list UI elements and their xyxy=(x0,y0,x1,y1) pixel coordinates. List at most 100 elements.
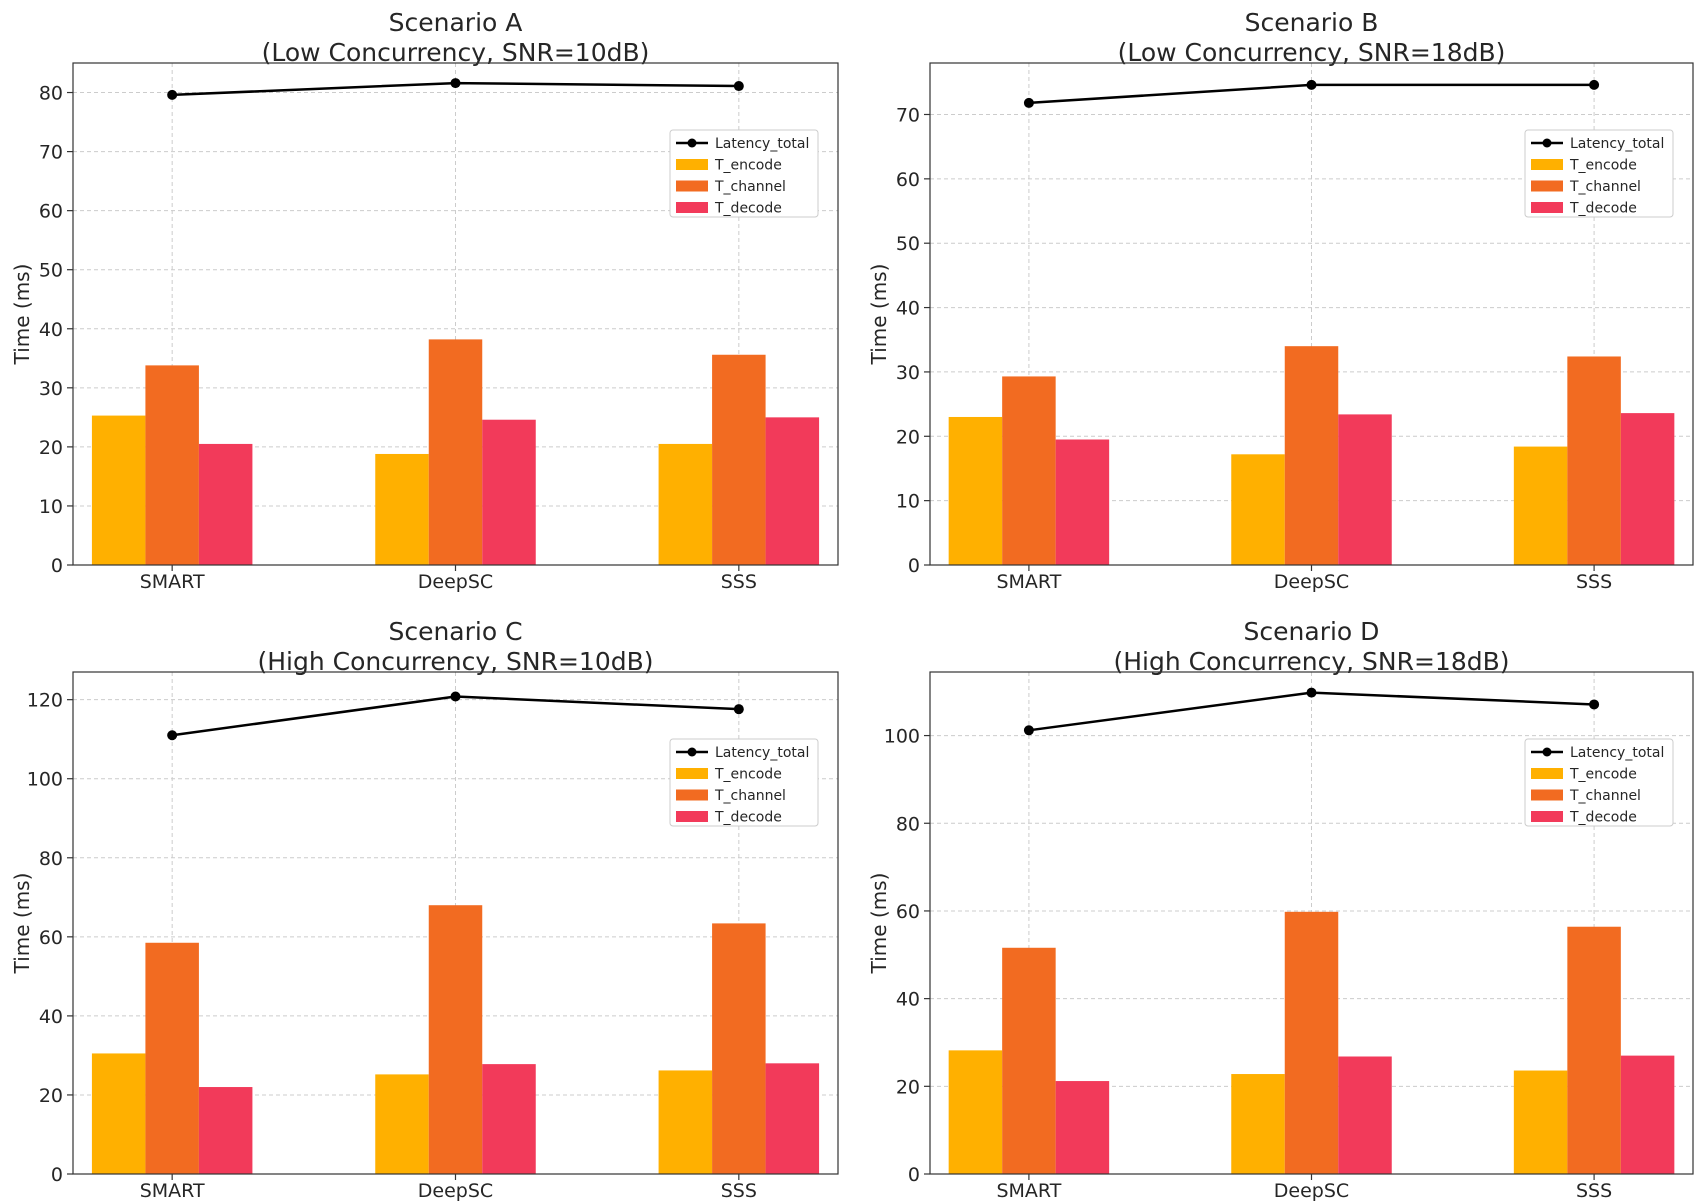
legend-label: T_channel xyxy=(1569,179,1641,195)
point-latency-total-deepsc xyxy=(450,691,461,702)
y-tick-label: 40 xyxy=(896,298,920,320)
x-tick-label: SSS xyxy=(721,571,757,593)
bar-t-decode-smart xyxy=(198,443,253,565)
legend-swatch-t-channel xyxy=(1531,789,1563,801)
bar-t-decode-sss xyxy=(1620,413,1675,565)
point-latency-total-deepsc xyxy=(450,78,461,89)
bar-t-decode-deepsc xyxy=(1338,414,1392,565)
legend-frame xyxy=(669,129,819,218)
legend-label: T_encode xyxy=(714,767,782,783)
bar-t-encode-smart xyxy=(91,415,146,565)
bar-t-decode-deepsc xyxy=(1338,1056,1392,1174)
point-latency-total-smart xyxy=(167,89,178,100)
x-tick-label: SSS xyxy=(1576,1180,1612,1201)
y-tick-label: 70 xyxy=(39,142,63,164)
y-tick-label: 30 xyxy=(896,362,920,384)
y-tick-label: 40 xyxy=(39,1006,63,1028)
legend-label: T_channel xyxy=(714,179,786,195)
chart-subtitle: (High Concurrency, SNR=10dB) xyxy=(257,647,653,676)
x-tick-label: SSS xyxy=(1576,571,1612,593)
bar-t-decode-sss xyxy=(765,417,820,565)
y-tick-label: 50 xyxy=(39,260,63,282)
legend-label: T_decode xyxy=(714,810,782,826)
y-tick-label: 100 xyxy=(884,726,920,748)
legend-marker-latency-total xyxy=(1542,747,1552,757)
y-tick-label: 120 xyxy=(27,690,63,712)
legend-marker-latency-total xyxy=(687,747,697,757)
legend-label: T_decode xyxy=(714,201,782,217)
point-latency-total-sss xyxy=(733,704,744,715)
legend-swatch-t-encode xyxy=(676,768,708,779)
y-tick-label: 80 xyxy=(39,848,63,870)
point-latency-total-deepsc xyxy=(1306,79,1317,90)
legend-swatch-t-decode xyxy=(1531,202,1563,213)
legend-swatch-t-channel xyxy=(1531,180,1563,192)
legend: Latency_total T_encode T_channel T_decode xyxy=(1524,129,1674,218)
y-tick-label: 80 xyxy=(896,813,920,835)
x-tick-label: SMART xyxy=(140,571,205,593)
bar-t-encode-smart xyxy=(948,1050,1003,1174)
x-tick-label: DeepSC xyxy=(1274,1180,1349,1201)
panel-scenario-a: Scenario A(Low Concurrency, SNR=10dB) 0 10… xyxy=(10,8,839,593)
legend-swatch-t-decode xyxy=(676,811,708,822)
y-tick-label: 60 xyxy=(896,901,920,923)
legend-swatch-t-encode xyxy=(1531,159,1563,170)
y-tick-label: 80 xyxy=(39,83,63,105)
legend-marker-latency-total xyxy=(1542,138,1552,148)
legend-frame xyxy=(669,738,819,827)
point-latency-total-smart xyxy=(1023,725,1034,736)
legend-label: Latency_total xyxy=(1570,136,1664,152)
legend-label: T_encode xyxy=(714,158,782,174)
legend-label: Latency_total xyxy=(715,136,809,152)
y-axis-label: Time (ms) xyxy=(867,873,891,975)
bar-t-channel-smart xyxy=(1002,376,1056,565)
y-tick-label: 10 xyxy=(896,491,920,513)
y-axis-label: Time (ms) xyxy=(867,264,891,366)
y-tick-label: 60 xyxy=(39,201,63,223)
bar-t-encode-deepsc xyxy=(375,1074,429,1174)
chart-subtitle: (Low Concurrency, SNR=18dB) xyxy=(1118,38,1506,67)
y-tick-label: 0 xyxy=(908,1164,920,1186)
y-axis-label: Time (ms) xyxy=(10,873,34,975)
legend-swatch-t-decode xyxy=(676,202,708,213)
y-tick-label: 0 xyxy=(51,555,63,577)
legend-frame xyxy=(1524,738,1674,827)
legend-label: Latency_total xyxy=(715,745,809,761)
legend-label: T_decode xyxy=(1569,810,1637,826)
bar-t-channel-sss xyxy=(1567,356,1621,565)
bar-t-channel-smart xyxy=(145,942,199,1174)
legend-swatch-t-channel xyxy=(676,789,708,801)
legend-swatch-t-channel xyxy=(676,180,708,192)
x-tick-label: SMART xyxy=(140,1180,205,1201)
legend-label: T_channel xyxy=(1569,788,1641,804)
legend-swatch-t-encode xyxy=(1531,768,1563,779)
chart-title: Scenario D xyxy=(1244,617,1380,646)
panel-scenario-c: Scenario C(High Concurrency, SNR=10dB) 0 2… xyxy=(10,617,839,1201)
y-tick-label: 40 xyxy=(896,989,920,1011)
legend-swatch-t-decode xyxy=(1531,811,1563,822)
bar-t-channel-deepsc xyxy=(428,905,483,1174)
legend-label: T_decode xyxy=(1569,201,1637,217)
bar-t-encode-smart xyxy=(948,416,1003,565)
x-tick-label: DeepSC xyxy=(418,571,493,593)
bar-t-decode-deepsc xyxy=(482,1064,536,1174)
legend: Latency_total T_encode T_channel T_decode xyxy=(1524,738,1674,827)
panel-scenario-d: Scenario D(High Concurrency, SNR=18dB) 0 2… xyxy=(867,617,1694,1201)
chart-title: Scenario C xyxy=(388,617,522,646)
y-tick-label: 70 xyxy=(896,104,920,126)
bar-t-decode-sss xyxy=(765,1063,820,1174)
x-tick-label: SMART xyxy=(996,1180,1061,1201)
y-tick-label: 60 xyxy=(39,927,63,949)
bar-t-encode-sss xyxy=(658,443,713,565)
chart-subtitle: (High Concurrency, SNR=18dB) xyxy=(1113,647,1509,676)
bar-t-decode-sss xyxy=(1620,1055,1675,1174)
bar-t-decode-smart xyxy=(1055,1081,1110,1174)
point-latency-total-sss xyxy=(1589,699,1600,710)
legend-swatch-t-encode xyxy=(676,159,708,170)
y-tick-label: 50 xyxy=(896,233,920,255)
y-tick-label: 0 xyxy=(51,1164,63,1186)
bar-t-decode-deepsc xyxy=(482,419,536,565)
y-tick-label: 20 xyxy=(896,1076,920,1098)
x-tick-label: SSS xyxy=(721,1180,757,1201)
bar-t-encode-smart xyxy=(91,1053,146,1174)
